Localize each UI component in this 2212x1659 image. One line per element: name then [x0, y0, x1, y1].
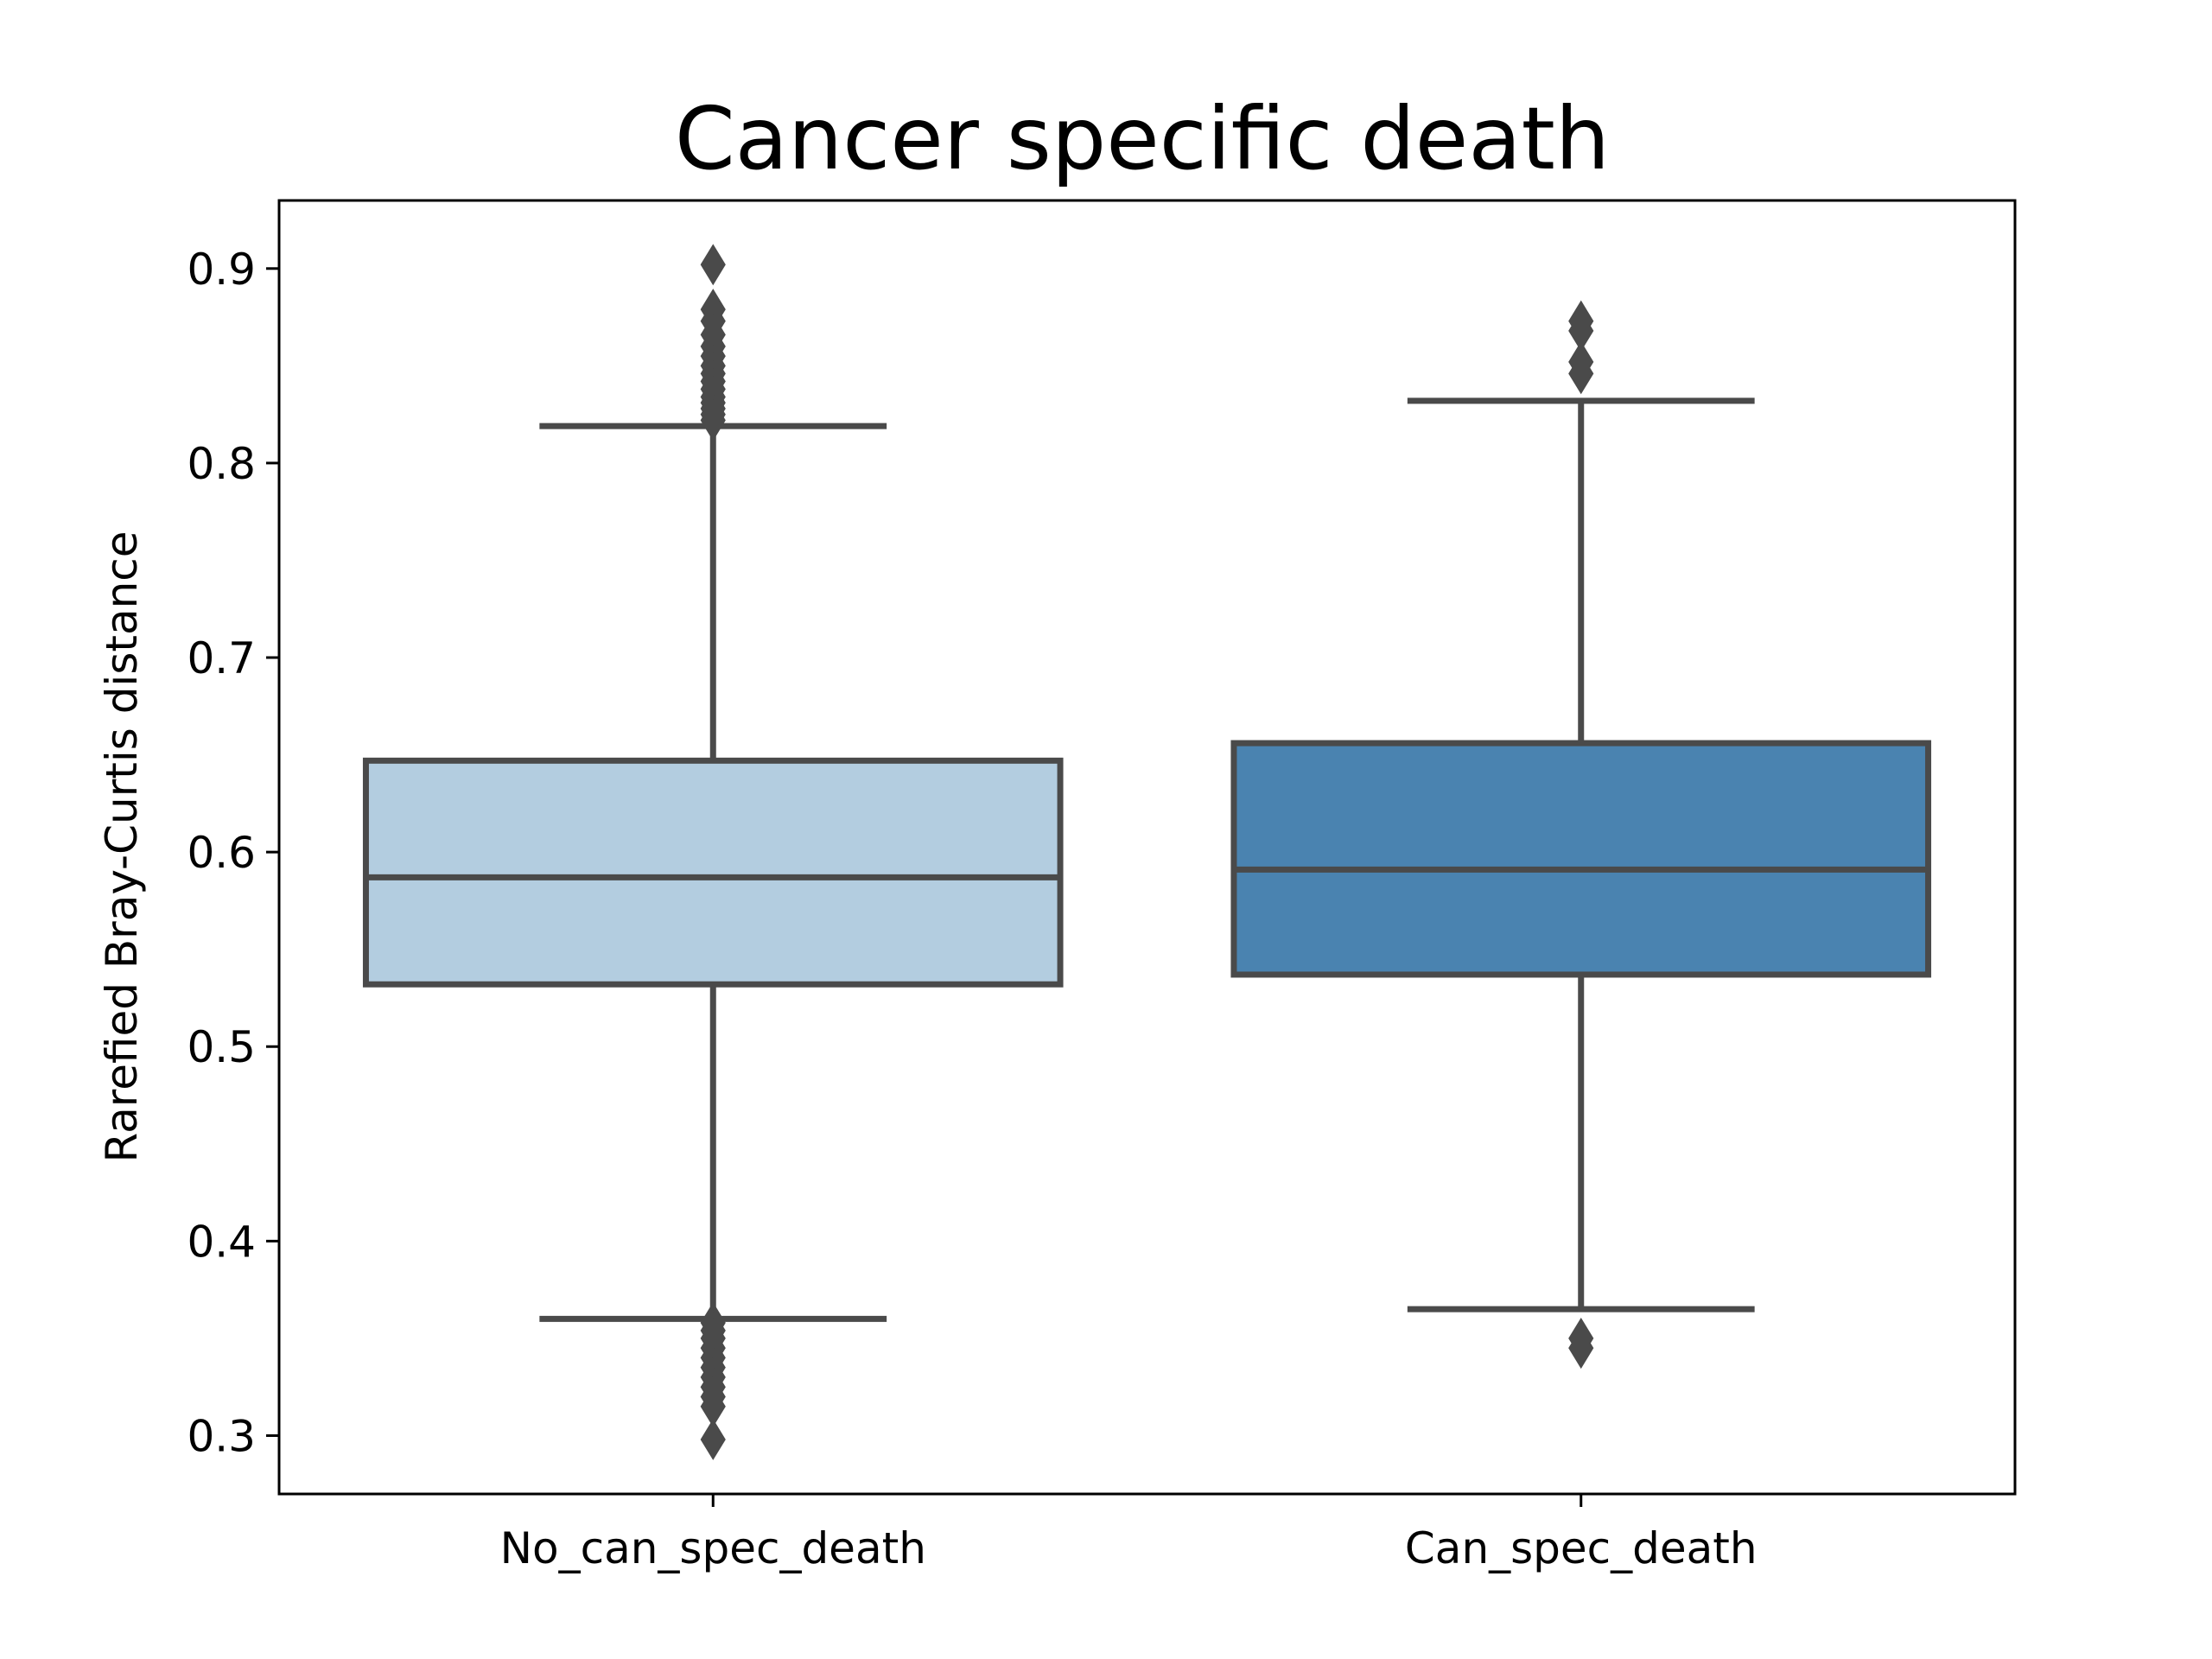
- outlier-point: [700, 399, 726, 442]
- plot-frame: [277, 199, 2017, 1496]
- y-tick-label: 0.5: [187, 1022, 256, 1072]
- x-axis: No_can_spec_death Can_spec_death: [500, 1494, 1758, 1573]
- chart-title: Cancer specific death: [675, 88, 1610, 189]
- y-tick-label: 0.3: [187, 1411, 256, 1461]
- iqr-box: [362, 757, 1064, 988]
- outlier-point: [700, 244, 726, 286]
- x-tick-label: Can_spec_death: [1405, 1523, 1758, 1573]
- x-tick-label: No_can_spec_death: [500, 1523, 926, 1573]
- outlier-point: [700, 1419, 726, 1460]
- y-axis: 0.3 0.4 0.5 0.6 0.7 0.8 0.9: [187, 245, 279, 1461]
- plot-area: [362, 244, 1932, 1460]
- y-tick-label: 0.4: [187, 1217, 256, 1267]
- outlier-point: [1568, 353, 1594, 395]
- outlier-point: [1568, 1327, 1594, 1370]
- y-tick-label: 0.9: [187, 245, 256, 295]
- y-tick-label: 0.8: [187, 439, 256, 489]
- y-tick-label: 0.7: [187, 633, 256, 683]
- box-group: [362, 244, 1064, 1460]
- y-tick-label: 0.6: [187, 828, 256, 878]
- iqr-box: [1230, 740, 1932, 978]
- y-axis-label: Rarefied Bray-Curtis distance: [97, 531, 147, 1162]
- box-group: [1230, 300, 1932, 1370]
